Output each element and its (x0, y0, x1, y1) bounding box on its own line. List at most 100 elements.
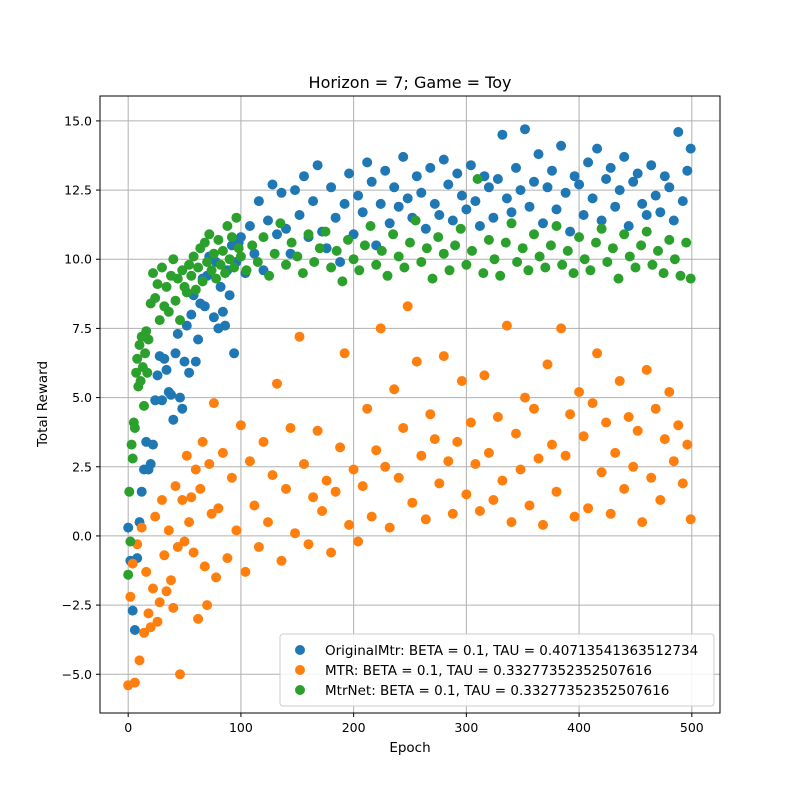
mtrnet-point (199, 237, 210, 248)
mtrnet-point (123, 569, 134, 580)
mtr-point (172, 542, 183, 552)
originalmtr-point (556, 140, 567, 151)
legend-entry-mtrnet: MtrNet: BETA = 0.1, TAU = 0.332773523525… (295, 683, 669, 699)
mtr-point (592, 348, 603, 359)
mtrnet-point (574, 232, 585, 243)
mtr-point (330, 486, 341, 497)
mtrnet-point (472, 174, 483, 184)
originalmtr-point (335, 257, 346, 267)
mtr-point (226, 472, 237, 483)
mtr-point (339, 348, 350, 359)
mtr-point (628, 461, 639, 472)
originalmtr-point (161, 364, 172, 375)
mtr-point (285, 423, 296, 433)
originalmtr-point (357, 207, 368, 218)
originalmtr-point (438, 154, 449, 165)
mtrnet-point (641, 226, 652, 237)
originalmtr-point (470, 196, 481, 207)
y-tick-label: 0.0 (72, 528, 92, 543)
originalmtr-point (366, 176, 377, 187)
mtrnet-point (455, 223, 466, 234)
mtr-point (438, 351, 449, 362)
mtr-point (308, 492, 319, 503)
originalmtr-point (179, 356, 190, 367)
mtrnet-point (258, 232, 269, 243)
legend-label-mtrnet: MtrNet: BETA = 0.1, TAU = 0.332773523525… (325, 683, 669, 699)
mtr-point (685, 514, 696, 525)
mtrnet-point (512, 257, 523, 267)
mtr-point (143, 608, 154, 619)
mtr-point (601, 417, 612, 428)
plot-frame (99, 95, 721, 714)
mtr-point (195, 483, 206, 494)
mtrnet-point (247, 240, 258, 251)
mtrnet-point (393, 251, 404, 262)
mtrnet-point (264, 270, 275, 281)
mtr-point (538, 519, 548, 530)
mtrnet-point (213, 234, 224, 245)
originalmtr-point (592, 143, 603, 154)
mtr-point (272, 378, 282, 389)
mtrnet-point (540, 262, 551, 273)
mtr-point (587, 398, 598, 409)
mtrnet-point (359, 240, 370, 251)
mtrnet-point (669, 254, 680, 265)
originalmtr-point (402, 193, 413, 204)
originalmtr-point (650, 190, 661, 201)
originalmtr-point (538, 218, 548, 229)
mtr-point (650, 403, 661, 414)
mtr-point (416, 450, 427, 461)
mtr-point (303, 539, 314, 550)
mtrnet-point (204, 229, 215, 240)
mtrnet-point (141, 326, 152, 337)
originalmtr-point (136, 486, 147, 497)
mtr-point (452, 436, 463, 447)
mtrnet-point (450, 240, 461, 251)
originalmtr-point (447, 215, 458, 226)
mtr-point (362, 403, 373, 414)
mtr-point (668, 456, 679, 467)
mtr-point (682, 439, 693, 450)
mtr-point (186, 492, 197, 503)
x-tick-label: 200 (342, 720, 366, 735)
originalmtr-point (596, 215, 607, 226)
mtrnet-point (150, 293, 161, 303)
mtrnet-point (184, 259, 195, 270)
originalmtr-point (220, 320, 231, 331)
mtr-point (389, 384, 400, 395)
mtr-point (556, 323, 567, 334)
mtr-point (578, 431, 589, 442)
mtr-point (199, 561, 210, 572)
originalmtr-point (524, 201, 535, 212)
mtr-point (664, 387, 675, 397)
mtrnet-point (286, 237, 297, 248)
mtrnet-point (489, 254, 500, 265)
mtrnet-point (202, 257, 213, 267)
mtrnet-point (129, 423, 140, 433)
legend-label-mtr: MTR: BETA = 0.1, TAU = 0.332773523525076… (325, 663, 652, 679)
originalmtr-point (215, 281, 226, 292)
mtrnet-point (658, 268, 669, 279)
originalmtr-point (628, 176, 639, 187)
x-tick-label: 400 (567, 720, 591, 735)
mtrnet-point (297, 268, 308, 279)
mtr-point (244, 456, 255, 467)
mtr-point (231, 525, 242, 536)
mtr-point (429, 434, 440, 445)
mtr-point (529, 403, 539, 414)
mtrnet-point (168, 254, 179, 265)
originalmtr-point (461, 204, 472, 215)
mtrnet-point (215, 259, 226, 270)
originalmtr-point (290, 185, 300, 196)
mtrnet-point (181, 287, 192, 298)
mtrnet-point (399, 262, 410, 273)
originalmtr-point (166, 389, 176, 400)
legend-entry-mtr: MTR: BETA = 0.1, TAU = 0.332773523525076… (295, 663, 652, 679)
mtr-point (139, 627, 149, 638)
mtrnet-point (602, 257, 613, 267)
mtr-point (393, 472, 404, 483)
mtr-point (344, 519, 355, 530)
mtr-point (235, 420, 246, 431)
y-tick-label: −5.0 (62, 667, 92, 682)
